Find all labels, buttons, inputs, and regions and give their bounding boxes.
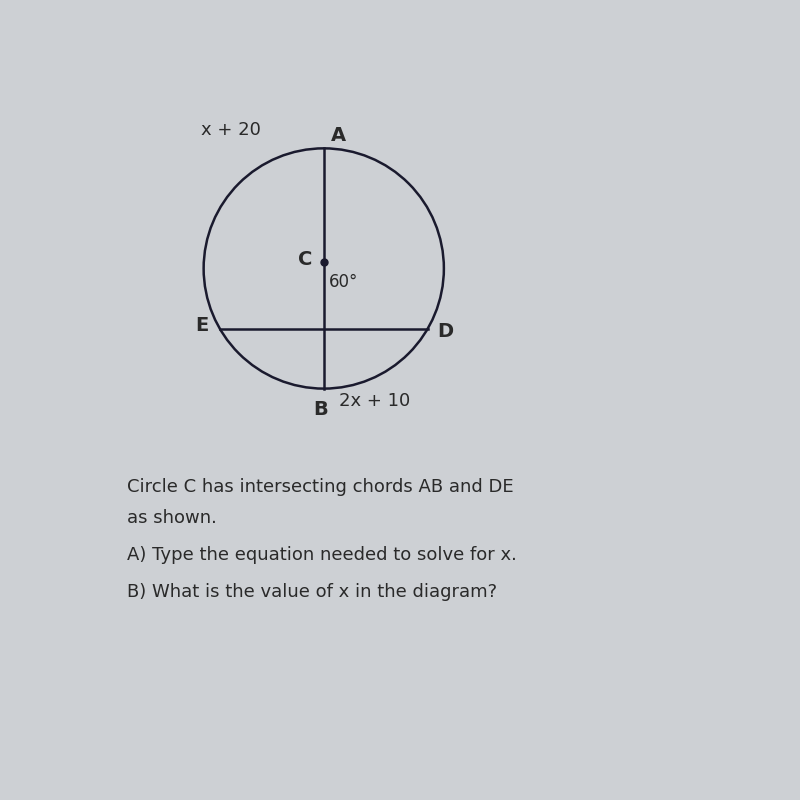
Text: B) What is the value of x in the diagram?: B) What is the value of x in the diagram… — [126, 582, 497, 601]
Text: 2x + 10: 2x + 10 — [339, 392, 410, 410]
Text: as shown.: as shown. — [126, 509, 217, 526]
Text: x + 20: x + 20 — [201, 121, 261, 139]
Text: C: C — [298, 250, 313, 269]
Text: A) Type the equation needed to solve for x.: A) Type the equation needed to solve for… — [126, 546, 517, 564]
Text: B: B — [314, 400, 328, 418]
Text: D: D — [437, 322, 453, 341]
Text: E: E — [195, 316, 209, 335]
Text: 60°: 60° — [329, 274, 358, 291]
Text: Circle C has intersecting chords AB and DE: Circle C has intersecting chords AB and … — [126, 478, 514, 496]
Text: A: A — [331, 126, 346, 146]
